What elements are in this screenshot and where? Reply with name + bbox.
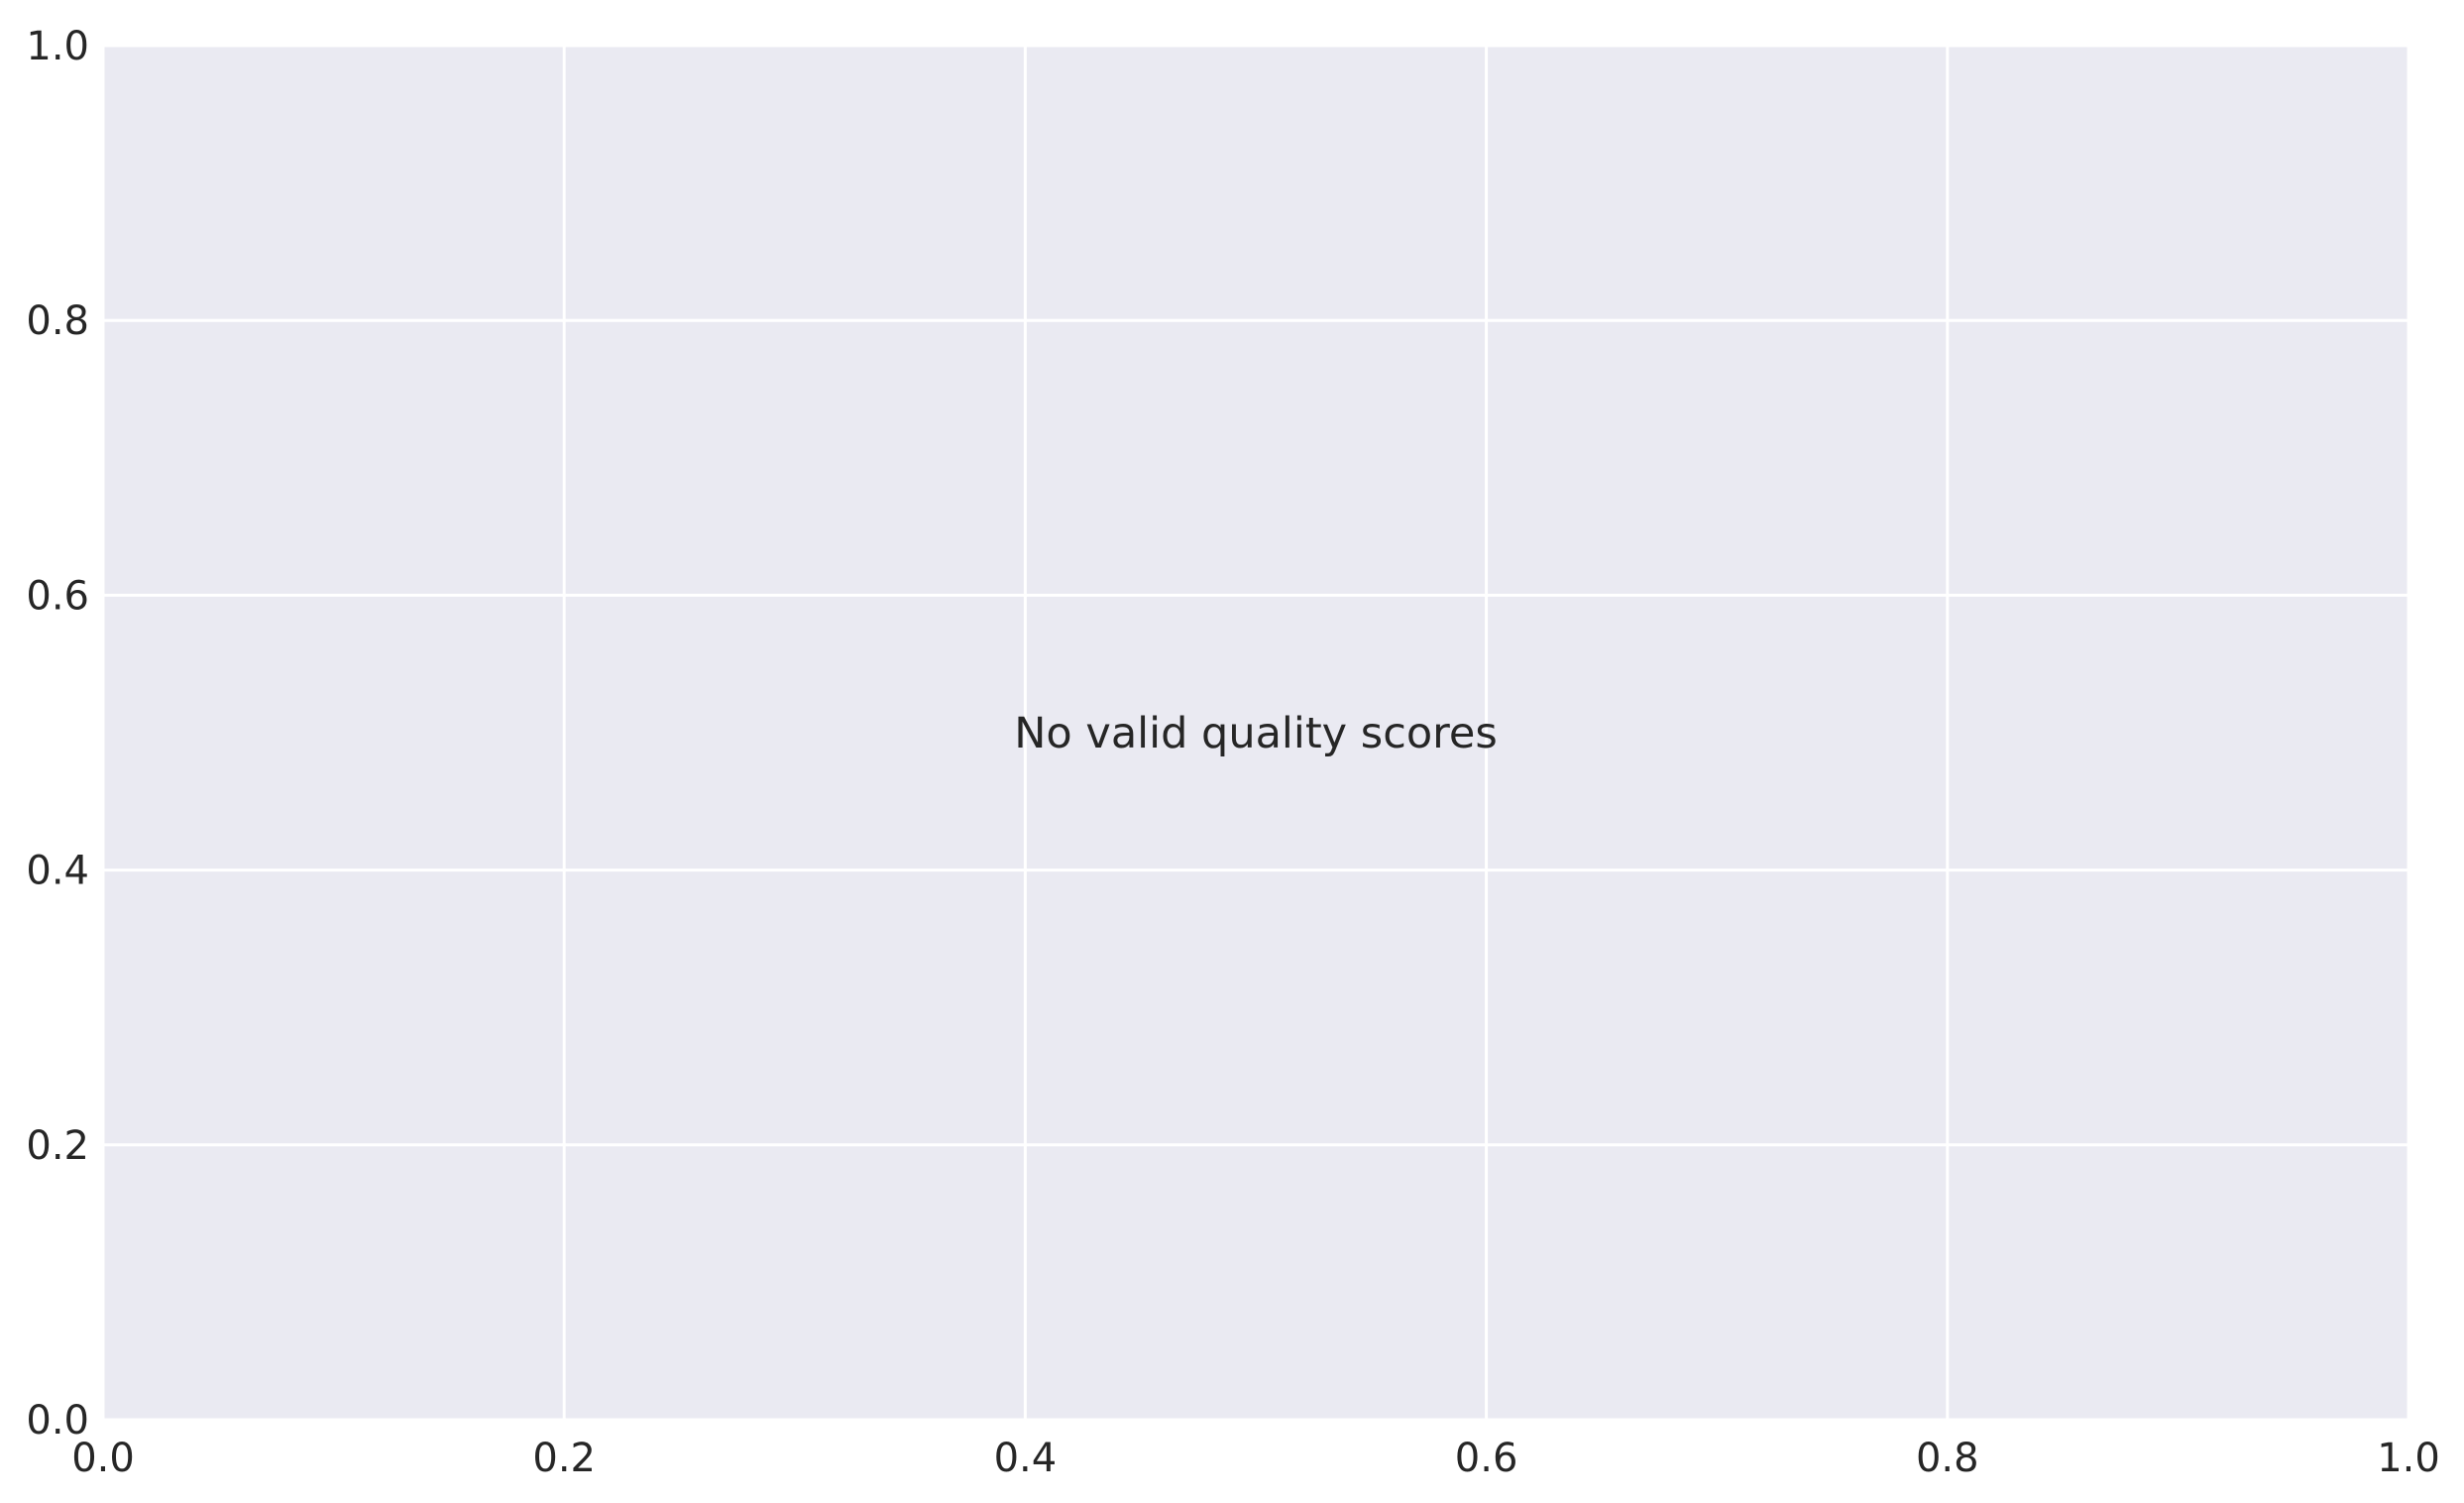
plot-area: [103, 46, 2408, 1420]
x-tick-label: 0.8: [1916, 1436, 1979, 1481]
x-tick-label: 0.0: [71, 1436, 135, 1481]
x-tick-label: 0.6: [1455, 1436, 1518, 1481]
x-tick-label: 1.0: [2377, 1436, 2440, 1481]
no-data-annotation: No valid quality scores: [1014, 709, 1498, 758]
tick-labels: 0.0 0.2 0.4 0.6 0.8 1.0 0.0 0.2 0.4 0.6 0.8 1.0: [26, 24, 2439, 1481]
y-tick-label: 0.4: [26, 849, 89, 894]
y-tick-label: 0.2: [26, 1123, 89, 1169]
y-tick-label: 1.0: [26, 24, 89, 69]
y-tick-label: 0.6: [26, 573, 89, 619]
grid-lines: [101, 44, 2410, 1422]
y-tick-label: 0.0: [26, 1398, 89, 1444]
y-tick-label: 0.8: [26, 298, 89, 344]
x-tick-label: 0.2: [532, 1436, 596, 1481]
x-tick-label: 0.4: [994, 1436, 1058, 1481]
